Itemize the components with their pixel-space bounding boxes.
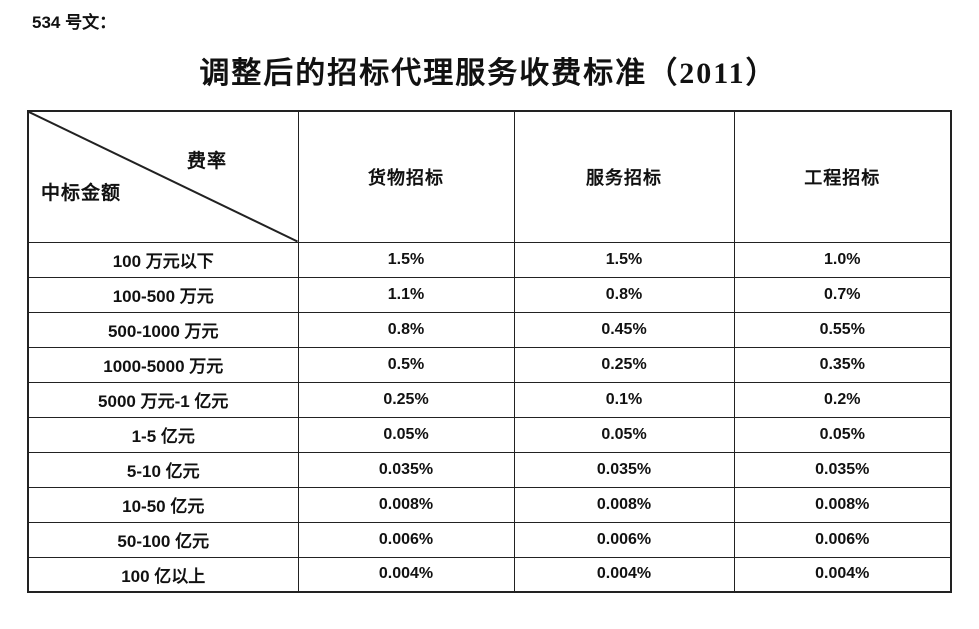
row-label: 100 万元以下 <box>27 241 299 278</box>
rate-cell: 0.035% <box>513 451 735 488</box>
header-row: 费率 中标金额 货物招标 服务招标 工程招标 <box>27 110 952 243</box>
rate-cell: 0.8% <box>513 276 735 313</box>
rate-cell: 0.35% <box>733 346 952 383</box>
table-row: 500-1000 万元 0.8% 0.45% 0.55% <box>27 311 952 348</box>
table-row: 5000 万元-1 亿元 0.25% 0.1% 0.2% <box>27 381 952 418</box>
fee-rate-table: 费率 中标金额 货物招标 服务招标 工程招标 100 万元以下 1.5% 1.5… <box>27 110 952 593</box>
rate-cell: 0.25% <box>513 346 735 383</box>
rate-cell: 0.004% <box>733 556 952 593</box>
row-label: 5000 万元-1 亿元 <box>27 381 299 418</box>
rate-cell: 0.004% <box>297 556 515 593</box>
rate-cell: 0.004% <box>513 556 735 593</box>
rate-cell: 0.7% <box>733 276 952 313</box>
rate-cell: 1.1% <box>297 276 515 313</box>
table-row: 100 亿以上 0.004% 0.004% 0.004% <box>27 556 952 593</box>
table-row: 50-100 亿元 0.006% 0.006% 0.006% <box>27 521 952 558</box>
row-label: 1-5 亿元 <box>27 416 299 453</box>
row-label: 5-10 亿元 <box>27 451 299 488</box>
table-row: 1-5 亿元 0.05% 0.05% 0.05% <box>27 416 952 453</box>
diagonal-divider-line <box>29 112 298 242</box>
rate-cell: 0.006% <box>733 521 952 558</box>
rate-cell: 0.008% <box>513 486 735 523</box>
column-header-goods-bidding: 货物招标 <box>297 110 515 243</box>
corner-header-cell: 费率 中标金额 <box>27 110 299 243</box>
column-header-works-bidding: 工程招标 <box>733 110 952 243</box>
rate-cell: 0.2% <box>733 381 952 418</box>
rate-cell: 0.45% <box>513 311 735 348</box>
table-row: 100-500 万元 1.1% 0.8% 0.7% <box>27 276 952 313</box>
corner-label-rate: 费率 <box>187 151 228 172</box>
rate-cell: 0.05% <box>513 416 735 453</box>
rate-cell: 0.008% <box>733 486 952 523</box>
rate-cell: 0.1% <box>513 381 735 418</box>
rate-cell: 0.25% <box>297 381 515 418</box>
rate-cell: 0.035% <box>733 451 952 488</box>
row-label: 10-50 亿元 <box>27 486 299 523</box>
rate-cell: 1.0% <box>733 241 952 278</box>
rate-cell: 0.05% <box>297 416 515 453</box>
rate-cell: 0.5% <box>297 346 515 383</box>
table-row: 5-10 亿元 0.035% 0.035% 0.035% <box>27 451 952 488</box>
page-title: 调整后的招标代理服务收费标准（2011） <box>199 57 778 90</box>
rate-cell: 1.5% <box>513 241 735 278</box>
rate-cell: 0.008% <box>297 486 515 523</box>
row-label: 50-100 亿元 <box>27 521 299 558</box>
table-row: 1000-5000 万元 0.5% 0.25% 0.35% <box>27 346 952 383</box>
rate-cell: 0.8% <box>297 311 515 348</box>
row-label: 500-1000 万元 <box>27 311 299 348</box>
corner-label-bid-amount: 中标金额 <box>41 183 122 204</box>
rate-cell: 1.5% <box>297 241 515 278</box>
doc-number-label: 534 号文： <box>32 13 117 32</box>
table-row: 100 万元以下 1.5% 1.5% 1.0% <box>27 241 952 278</box>
row-label: 100 亿以上 <box>27 556 299 593</box>
rate-cell: 0.035% <box>297 451 515 488</box>
rate-cell: 0.006% <box>297 521 515 558</box>
row-label: 1000-5000 万元 <box>27 346 299 383</box>
rate-cell: 0.05% <box>733 416 952 453</box>
column-header-service-bidding: 服务招标 <box>513 110 735 243</box>
row-label: 100-500 万元 <box>27 276 299 313</box>
rate-cell: 0.006% <box>513 521 735 558</box>
table-row: 10-50 亿元 0.008% 0.008% 0.008% <box>27 486 952 523</box>
rate-cell: 0.55% <box>733 311 952 348</box>
